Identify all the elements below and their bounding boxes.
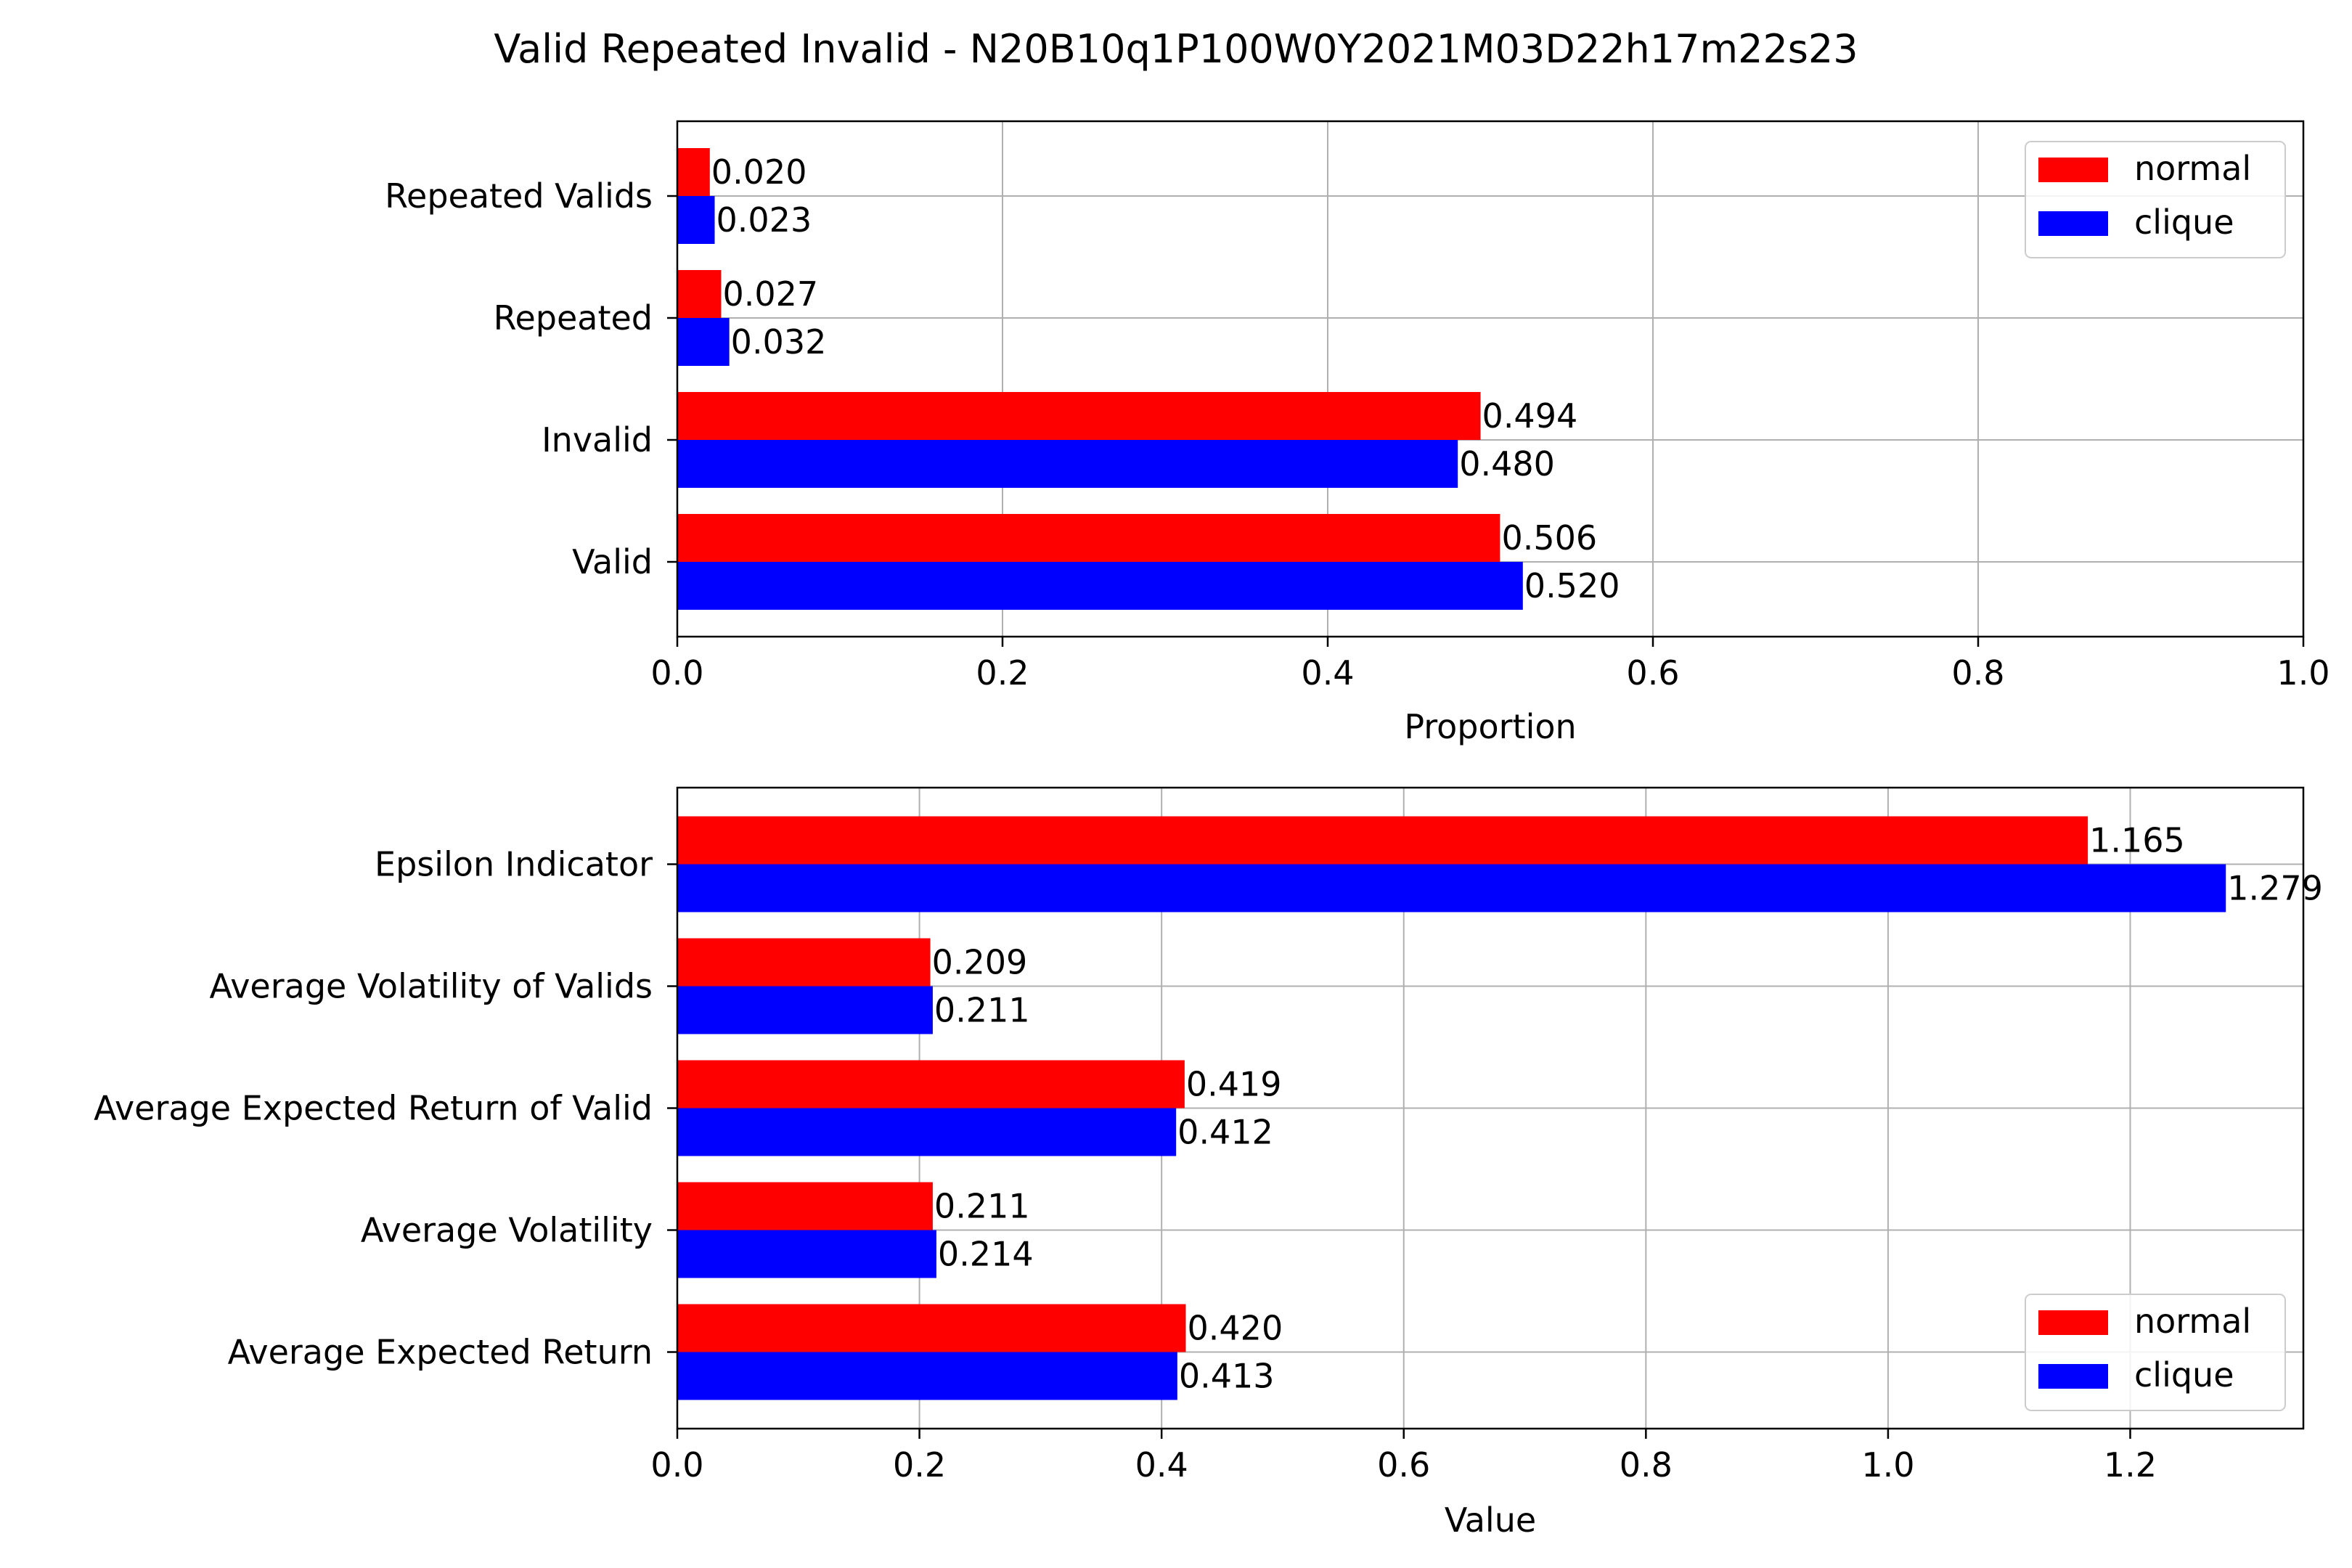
data-label: 0.211 [934,1187,1030,1226]
legend-label-clique: clique [2134,1355,2234,1395]
figure-title: Valid Repeated Invalid - N20B10q1P100W0Y… [494,26,1858,72]
value-chart: 0.0 0.2 0.4 0.6 0.8 1.0 1.2 Average Expected Re… [94,786,2323,1540]
x-tick-label: 0.8 [1620,1445,1673,1485]
bar-normal [677,392,1481,440]
legend-label-clique: clique [2134,203,2234,242]
bar-clique [677,562,1523,610]
x-tick-label: 0.2 [976,653,1029,693]
x-tick-label: 0.0 [650,653,703,693]
data-label: 0.419 [1186,1065,1282,1104]
x-tick-label: 0.6 [1626,653,1679,693]
x-tick-label: 1.2 [2104,1445,2157,1485]
bar-normal [677,148,710,196]
legend-swatch-normal [2038,1310,2108,1335]
proportion-chart: 0.0 0.2 0.4 0.6 0.8 1.0 Valid Invalid Repeated Re… [385,120,2330,746]
data-label: 0.480 [1459,444,1555,483]
bar-normal [677,816,2088,865]
axes-frame [676,120,2305,638]
y-tick-label: Average Expected Return [228,1333,653,1372]
data-label: 0.412 [1177,1113,1273,1152]
bar-clique [677,864,2226,912]
data-label: 0.023 [716,200,812,240]
bar-normal [677,1182,933,1230]
data-label: 0.020 [711,152,807,192]
bar-clique [677,318,730,366]
data-label: 0.494 [1482,396,1578,436]
bar-clique [677,1352,1177,1400]
x-tick-label: 0.0 [650,1445,703,1485]
x-tick-label: 0.4 [1301,653,1354,693]
x-tick-label: 1.0 [2277,653,2329,693]
y-tick-label: Average Expected Return of Valid [94,1089,653,1128]
data-label: 0.520 [1524,566,1620,605]
bar-clique [677,196,715,244]
x-axis-label: Value [1445,1500,1536,1540]
bar-clique [677,986,933,1034]
bar-normal [677,938,931,987]
bar-normal [677,514,1500,562]
x-tick-label: 0.4 [1135,1445,1188,1485]
data-label: 1.165 [2089,821,2185,860]
data-label: 0.420 [1188,1309,1283,1348]
data-label: 0.506 [1501,518,1597,558]
x-axis-label: Proportion [1404,707,1576,746]
data-label: 0.211 [934,991,1030,1030]
bar-normal [677,1304,1186,1352]
data-label: 1.279 [2227,869,2323,908]
bar-clique [677,1230,936,1278]
axes-frame [676,786,2305,1430]
y-tick-label: Repeated Valids [385,176,653,216]
data-label: 0.214 [938,1235,1034,1274]
y-tick-label: Repeated [494,298,653,338]
bar-normal [677,270,722,318]
bar-clique [677,440,1458,488]
legend-label-normal: normal [2134,149,2251,188]
data-label: 0.209 [932,943,1028,982]
y-tick-label: Epsilon Indicator [375,845,653,884]
data-label: 0.032 [731,322,827,362]
x-tick-label: 0.2 [893,1445,946,1485]
bar-clique [677,1108,1177,1156]
legend-swatch-normal [2038,158,2108,182]
y-tick-label: Valid [572,542,653,581]
y-tick-label: Average Volatility of Valids [209,967,653,1006]
y-tick-label: Average Volatility [361,1211,653,1250]
x-tick-label: 0.6 [1377,1445,1430,1485]
bar-normal [677,1060,1185,1108]
x-tick-label: 1.0 [1861,1445,1914,1485]
x-tick-label: 0.8 [1951,653,2004,693]
legend-swatch-clique [2038,211,2108,236]
legend-label-normal: normal [2134,1302,2251,1341]
legend-swatch-clique [2038,1364,2108,1389]
data-label: 0.413 [1179,1357,1275,1396]
data-label: 0.027 [722,274,818,314]
y-tick-label: Invalid [542,420,653,460]
